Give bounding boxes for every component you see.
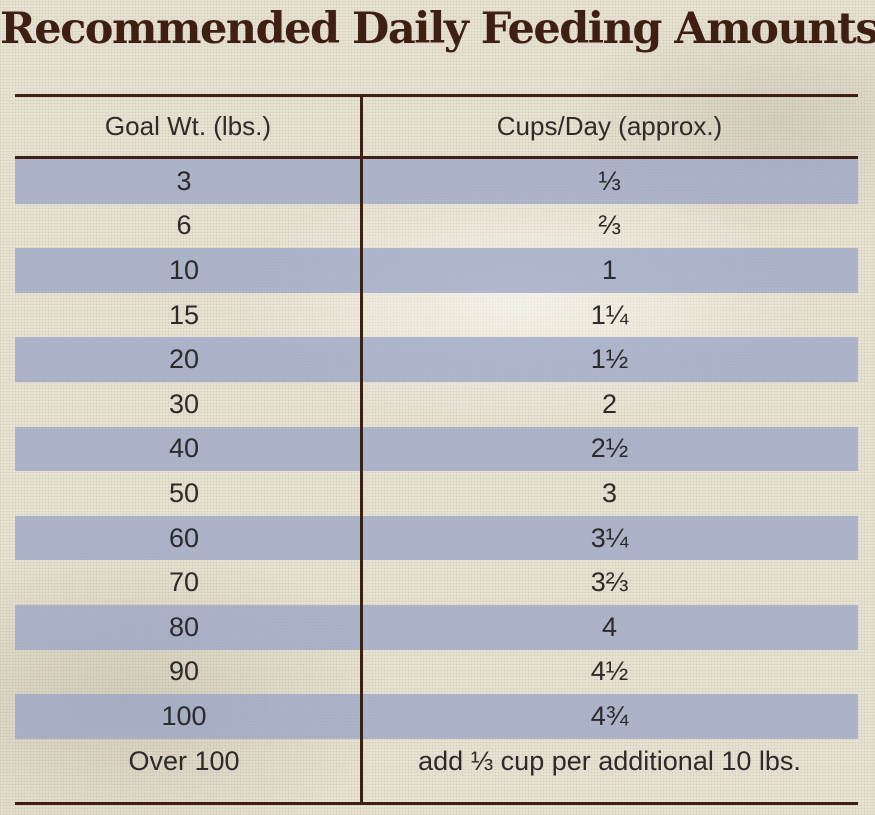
cups-cell: 3¼ (590, 522, 629, 553)
table-row: 15 1¼ (15, 293, 858, 338)
cups-cell: ⅔ (598, 210, 621, 241)
weight-cell: 40 (168, 433, 200, 464)
table-row: 50 3 (15, 471, 858, 516)
cups-cell: 4½ (590, 656, 629, 687)
column-divider (360, 97, 363, 802)
cups-cell: 4¾ (590, 700, 629, 731)
cups-cell: 3⅔ (590, 567, 629, 598)
table-row: 30 2 (15, 382, 858, 427)
weight-cell: 30 (168, 388, 200, 419)
weight-cell: 60 (168, 522, 200, 553)
feeding-table: Goal Wt. (lbs.) Cups/Day (approx.) 3 ⅓ 6… (15, 94, 858, 805)
header-cups-per-day: Cups/Day (approx.) (496, 111, 723, 141)
table-row: 10 1 (15, 248, 858, 293)
page-title: Recommended Daily Feeding Amounts: (0, 4, 875, 54)
header-goal-weight: Goal Wt. (lbs.) (104, 111, 272, 141)
weight-cell: 3 (176, 165, 192, 196)
table-row: 6 ⅔ (15, 204, 858, 249)
cups-cell: 1 (601, 254, 618, 285)
table-row: 20 1½ (15, 337, 858, 382)
weight-cell: 20 (168, 344, 200, 375)
weight-cell: 80 (168, 611, 200, 642)
table-row: 90 4½ (15, 650, 858, 695)
weight-cell: 70 (168, 567, 200, 598)
weight-cell: 100 (161, 700, 207, 731)
cups-cell: 1¼ (590, 299, 629, 330)
weight-cell: 6 (176, 210, 192, 241)
table-header-row: Goal Wt. (lbs.) Cups/Day (approx.) (15, 97, 858, 159)
table-row: 100 4¾ (15, 694, 858, 739)
table-row: 80 4 (15, 604, 858, 650)
weight-cell: 15 (168, 299, 200, 330)
weight-cell: 90 (168, 656, 200, 687)
cups-cell: 3 (601, 477, 618, 508)
weight-cell: 50 (168, 477, 200, 508)
table-body: 3 ⅓ 6 ⅔ 10 1 15 1¼ 20 1½ 30 2 40 2½ 50 3 (15, 159, 858, 783)
cups-cell: add ⅓ cup per additional 10 lbs. (418, 745, 801, 776)
cups-cell: 2½ (590, 433, 629, 464)
table-row: 3 ⅓ (15, 159, 858, 204)
table-row: 70 3⅔ (15, 560, 858, 605)
table-row: 60 3¼ (15, 515, 858, 561)
weight-cell: 10 (168, 254, 200, 285)
cups-cell: 1½ (590, 344, 629, 375)
table-row: Over 100 add ⅓ cup per additional 10 lbs… (15, 739, 858, 784)
weight-cell: Over 100 (128, 745, 240, 776)
cups-cell: 2 (601, 388, 618, 419)
cups-cell: ⅓ (598, 165, 621, 196)
table-row: 40 2½ (15, 426, 858, 472)
cups-cell: 4 (601, 611, 618, 642)
